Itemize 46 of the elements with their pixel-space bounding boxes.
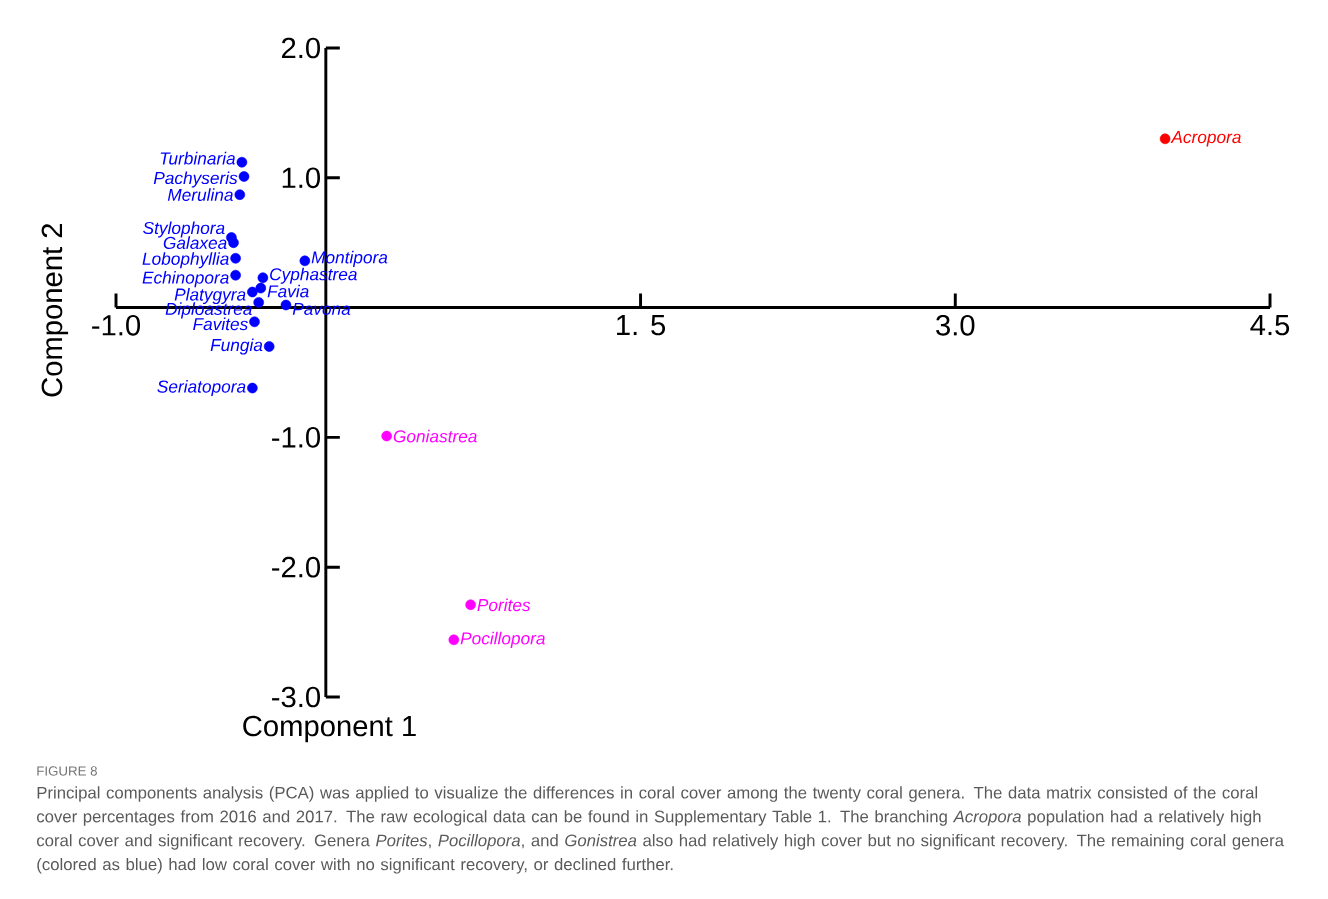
data-label: Turbinaria: [160, 151, 236, 165]
x-tick-label: 3.0: [936, 314, 975, 336]
data-label: Stylophora: [143, 221, 225, 238]
text: FIGURE 8: [37, 766, 97, 776]
point: [263, 341, 275, 352]
point: [230, 269, 241, 281]
text: Principal components analysis (PCA) was applied to visualize the differences in coral cover among the twenty coral genera. The data matrix consisted of the coral cover percentages from 2016 and 2017. The raw ecological data can be found in Supplementary Table 1. The branching Acropora population had a relatively high coral cover and significant recovery. Genera Porites, Pocillopora, and Gonistrea also had relatively high cover but no significant recovery. The remaining coral genera (colored as blue) had low coral cover with no significant recovery, or declined further.: [36, 786, 1284, 874]
data-label: Pachyseris: [153, 171, 238, 188]
data-label: Fungia: [210, 338, 263, 355]
y-tick-label: -1.0: [272, 427, 320, 448]
point: [257, 272, 269, 283]
data-label: Porites: [477, 598, 531, 612]
data-label: Goniastrea: [393, 429, 477, 443]
y-tick-label: 2.0: [281, 37, 320, 59]
point: [448, 634, 460, 646]
data-label: Seriatopora: [157, 380, 246, 397]
y-tick-label: 1.0: [282, 167, 320, 189]
point: [247, 286, 258, 298]
point: [234, 189, 246, 200]
point: [230, 252, 241, 264]
y-axis-title: Component 2: [41, 223, 69, 397]
x-tick-label: 1. 5: [617, 314, 666, 336]
point: [228, 237, 239, 248]
point: [253, 297, 264, 308]
data-label: Acropora: [1170, 131, 1241, 147]
data-label: Pocillopora: [460, 631, 545, 648]
point: [238, 171, 250, 182]
y-tick-label: -3.0: [272, 686, 320, 708]
y-tick-label: -2.0: [272, 556, 320, 578]
point: [465, 599, 476, 611]
point: [280, 299, 292, 311]
data-label: Merulina: [167, 188, 233, 201]
data-label: Echinopora: [142, 271, 229, 288]
point: [247, 382, 258, 394]
data-label: Favites: [193, 317, 248, 331]
point: [236, 156, 248, 168]
x-tick-label: -1.0: [92, 314, 141, 336]
point: [381, 430, 392, 442]
data-label: Galaxea: [163, 236, 227, 250]
data-label: Lobophyllia: [142, 252, 229, 269]
point: [255, 282, 267, 294]
x-tick-label: 4.5: [1250, 314, 1290, 336]
point: [299, 255, 311, 267]
data-label: Favia: [267, 284, 309, 298]
x-axis-title: Component 1: [243, 715, 416, 743]
point: [1159, 133, 1171, 145]
